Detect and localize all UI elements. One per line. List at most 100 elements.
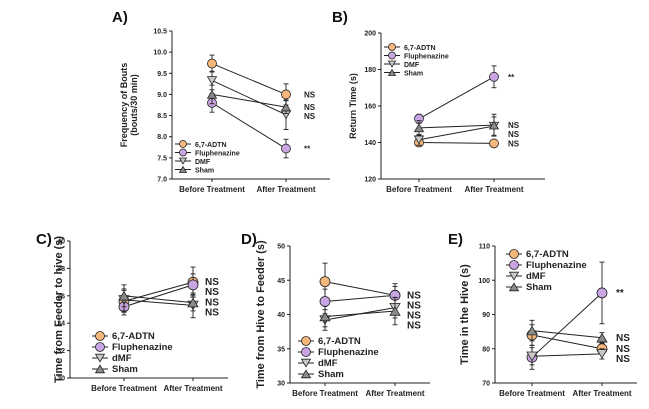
x-tick-label: After Treatment — [163, 384, 222, 393]
y-tick-label: 45 — [277, 278, 285, 285]
significance-label: NS — [304, 112, 316, 121]
legend-marker — [178, 165, 188, 173]
legend-label: Fluphenazine — [318, 347, 379, 358]
legend-label: 6,7-ADTN — [318, 336, 361, 347]
data-point — [596, 332, 608, 343]
significance-label: NS — [508, 121, 520, 130]
series-sham — [526, 319, 608, 344]
y-tick-label: 7.5 — [157, 155, 167, 162]
series-line — [123, 299, 194, 306]
significance-label: NS — [616, 344, 630, 355]
legend-marker — [95, 342, 105, 352]
series-adtn — [207, 54, 291, 106]
y-tick-label: 180 — [364, 67, 376, 74]
series-line — [123, 281, 194, 302]
legend-marker — [387, 68, 397, 76]
legend-label: Sham — [195, 168, 214, 175]
legend-label: Sham — [318, 369, 344, 380]
series-dmf — [413, 116, 500, 146]
significance-label: NS — [508, 130, 520, 139]
y-axis-label: Time in the Hive (s) — [459, 264, 471, 365]
data-point — [526, 325, 538, 336]
y-tick-label: 9.5 — [157, 71, 167, 78]
x-tick-label: After Treatment — [572, 389, 631, 398]
significance-label: NS — [407, 300, 421, 311]
series-adtn — [526, 324, 608, 355]
y-tick-label: 36 — [57, 293, 65, 300]
legend-item: 6,7-ADTN — [298, 336, 361, 347]
series-dmf — [118, 288, 199, 319]
legend-label: 6,7-ADTN — [404, 45, 436, 52]
legend-item: Sham — [506, 282, 552, 293]
y-tick-label: 32 — [57, 348, 65, 355]
legend-item: Sham — [175, 165, 214, 175]
series-line — [531, 334, 603, 350]
legend-item: 6,7-ADTN — [92, 331, 155, 342]
y-tick-label: 90 — [482, 312, 490, 319]
legend-item: DMF — [384, 60, 420, 69]
data-point — [596, 349, 608, 359]
data-point — [389, 306, 401, 316]
legend-item: Fluphenazine — [92, 342, 173, 353]
data-point — [489, 71, 499, 82]
significance-label: NS — [304, 103, 316, 112]
y-tick-label: 34 — [57, 321, 65, 328]
y-tick-label: 50 — [277, 244, 285, 251]
y-axis-label: Time from Feeder to hive (s) — [53, 236, 65, 383]
data-point — [319, 276, 331, 288]
legend-label: dMF — [526, 271, 546, 282]
y-tick-label: 8.5 — [157, 113, 167, 120]
legend-label: Fluphenazine — [404, 54, 449, 61]
series-adtn — [414, 137, 499, 149]
y-tick-label: 8.0 — [157, 134, 167, 141]
panel-b: B) 120 140 160 180 200 Before Treatment After T… — [332, 9, 545, 194]
data-point — [488, 120, 500, 130]
y-tick-label: 35 — [277, 346, 285, 353]
y-tick-label: 140 — [364, 140, 376, 147]
panel-c: C) 30 32 34 36 38 40 Before Treatment After Trea… — [36, 231, 228, 393]
legend-item: Sham — [384, 68, 423, 78]
series-line — [531, 353, 603, 357]
x-tick-label: Before Treatment — [499, 389, 565, 398]
legend-label: Fluphenazine — [526, 260, 587, 271]
legend-item: Fluphenazine — [506, 260, 587, 271]
x-tick-label: After Treatment — [365, 389, 424, 398]
data-point — [206, 89, 218, 99]
legend-item: 6,7-ADTN — [175, 140, 227, 149]
significance-label: ** — [508, 73, 515, 82]
panel-d: D) 30 35 40 45 50 Before Treatment After Treatm… — [241, 231, 430, 398]
data-point — [413, 135, 425, 145]
legend-marker — [179, 148, 187, 157]
series-line — [418, 76, 495, 120]
series-sham — [206, 84, 292, 114]
legend-marker — [509, 260, 519, 270]
y-axis-label: Time from Hive to Feeder (s) — [255, 240, 267, 389]
data-point — [319, 296, 331, 307]
legend-marker — [508, 271, 520, 281]
y-tick-label: 80 — [482, 346, 490, 353]
legend-label: DMF — [404, 62, 420, 69]
legend-item: dMF — [298, 358, 338, 369]
significance-label: NS — [205, 287, 219, 298]
y-tick-label: 40 — [57, 239, 65, 246]
legend-label: 6,7-ADTN — [112, 331, 155, 342]
legend-item: Fluphenazine — [384, 51, 449, 61]
legend-label: DMF — [195, 159, 211, 166]
data-point — [281, 143, 291, 154]
series-sham — [413, 113, 500, 137]
series-line — [123, 284, 194, 308]
y-tick-label: 7.0 — [157, 177, 167, 184]
legend-marker — [95, 331, 105, 341]
series-line — [123, 295, 194, 304]
legend-marker — [179, 140, 187, 148]
series-fluphenazine — [118, 273, 199, 316]
series-fluphenazine — [414, 65, 499, 124]
panel-label: B) — [332, 9, 348, 26]
y-tick-label: 38 — [57, 266, 65, 273]
legend-item: DMF — [175, 157, 211, 166]
legend-label: Sham — [404, 71, 423, 78]
y-tick-label: 10.0 — [153, 50, 167, 57]
